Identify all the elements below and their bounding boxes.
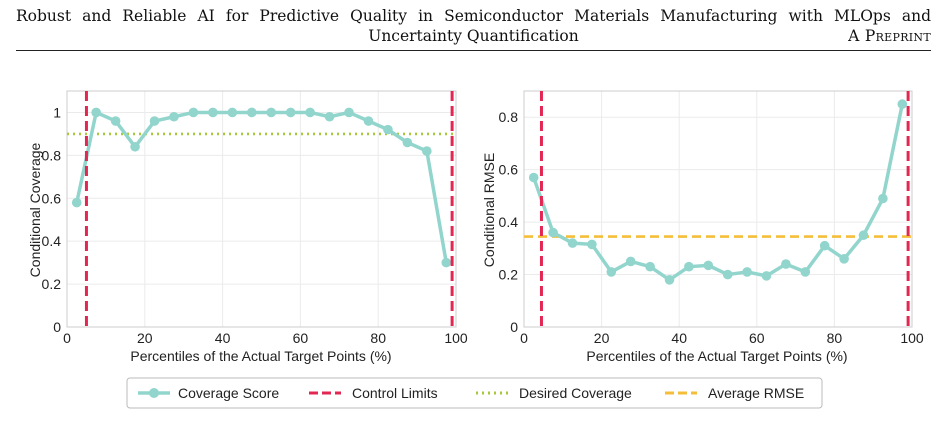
x-tick-label: 0 [520, 330, 528, 346]
data-point [130, 141, 140, 152]
data-point [587, 239, 597, 250]
data-point [188, 107, 199, 118]
y-tick-label: 0.8 [499, 109, 519, 125]
y-tick-label: 0 [510, 319, 518, 335]
chart-left-xlabel: Percentiles of the Actual Target Points … [130, 348, 391, 364]
y-tick-label: 1 [53, 104, 61, 120]
chart-left-ylabel: Conditional Coverage [27, 142, 43, 277]
data-point [246, 107, 257, 118]
paper-title-line2: Uncertainty Quantification [368, 27, 579, 45]
data-point [606, 267, 617, 277]
data-point [703, 260, 714, 271]
data-point [839, 254, 849, 264]
legend-item-control-limits: Control Limits [309, 385, 438, 401]
data-point [528, 172, 539, 183]
y-tick-label: 0.6 [499, 162, 519, 178]
legend-label-average-rmse: Average RMSE [708, 385, 804, 401]
data-point [169, 111, 179, 122]
chart-left: 0 20 40 60 80 100 0 0.2 0.4 0.6 0.8 1 Conditional C… [27, 90, 468, 364]
legend-label-coverage-score: Coverage Score [178, 385, 279, 401]
x-tick-label: 20 [137, 330, 153, 346]
data-point [684, 261, 694, 272]
chart-right: 0 20 40 60 80 100 0 0.2 0.4 0.6 0.8 Conditional RM… [481, 90, 924, 364]
data-point [548, 227, 558, 238]
data-point [402, 137, 413, 148]
legend-item-average-rmse: Average RMSE [665, 385, 804, 401]
data-point [71, 197, 82, 208]
y-tick-label: 0.4 [499, 214, 519, 230]
plot-frame [523, 90, 913, 328]
data-point [800, 267, 811, 277]
data-point [363, 116, 374, 126]
data-point [781, 259, 791, 269]
y-tick-label: 0.2 [499, 267, 519, 283]
y-tick-label: 0.2 [42, 276, 62, 292]
chart-right-plot: 0 20 40 60 80 100 0 0.2 0.4 0.6 0.8 [499, 90, 924, 346]
data-point [208, 107, 218, 118]
y-tick-label: 0.8 [42, 147, 62, 163]
data-point [149, 116, 160, 126]
x-tick-label: 60 [749, 330, 765, 346]
x-tick-label: 80 [827, 330, 843, 346]
data-point [227, 107, 238, 118]
header-rule [16, 50, 931, 51]
legend-item-coverage-score: Coverage Score [138, 385, 279, 401]
preprint-tag: A Preprint [848, 27, 931, 45]
x-tick-label: 0 [63, 330, 71, 346]
legend-label-desired-coverage: Desired Coverage [519, 385, 632, 401]
y-tick-label: 0.6 [42, 190, 62, 206]
data-point [383, 124, 393, 135]
paper-title-line1: Robust and Reliable AI for Predictive Qu… [16, 7, 931, 25]
x-tick-label: 80 [370, 330, 386, 346]
data-point [305, 107, 315, 118]
data-point [722, 269, 733, 280]
data-point [858, 230, 869, 241]
data-point [645, 261, 655, 272]
data-point [441, 257, 452, 268]
data-point [625, 256, 636, 267]
data-point [324, 111, 335, 122]
data-point [819, 240, 830, 251]
data-point [567, 238, 578, 248]
data-point [742, 267, 752, 277]
y-tick-label: 0.4 [42, 233, 62, 249]
chart-right-xlabel: Percentiles of the Actual Target Points … [586, 348, 847, 364]
x-tick-label: 60 [293, 330, 309, 346]
x-tick-label: 100 [900, 330, 924, 346]
legend-marker-coverage-score [149, 388, 159, 398]
data-point [285, 107, 296, 118]
x-tick-label: 100 [444, 330, 468, 346]
legend: Coverage Score Control Limits Desired Co… [126, 377, 823, 409]
x-tick-label: 20 [594, 330, 610, 346]
chart-right-ylabel: Conditional RMSE [481, 153, 497, 267]
legend-box [126, 377, 823, 409]
legend-label-control-limits: Control Limits [352, 385, 438, 401]
plot-area [524, 91, 912, 327]
plot-area [67, 91, 456, 327]
running-header: Robust and Reliable AI for Predictive Qu… [16, 6, 931, 46]
data-point [422, 146, 432, 156]
data-point [266, 107, 277, 118]
data-point [110, 116, 121, 126]
data-point [91, 107, 101, 118]
plot-frame [66, 90, 457, 328]
legend-item-desired-coverage: Desired Coverage [476, 385, 632, 401]
x-tick-label: 40 [671, 330, 687, 346]
data-point [897, 99, 908, 109]
data-point [878, 193, 888, 204]
data-point [344, 107, 354, 118]
chart-left-plot: 0 20 40 60 80 100 0 0.2 0.4 0.6 0.8 1 [42, 90, 468, 346]
x-tick-label: 40 [215, 330, 231, 346]
y-tick-label: 0 [53, 319, 61, 335]
data-point [664, 275, 675, 285]
paper-title-line2-row: Uncertainty Quantification A Preprint [16, 26, 931, 46]
data-point [761, 271, 772, 281]
